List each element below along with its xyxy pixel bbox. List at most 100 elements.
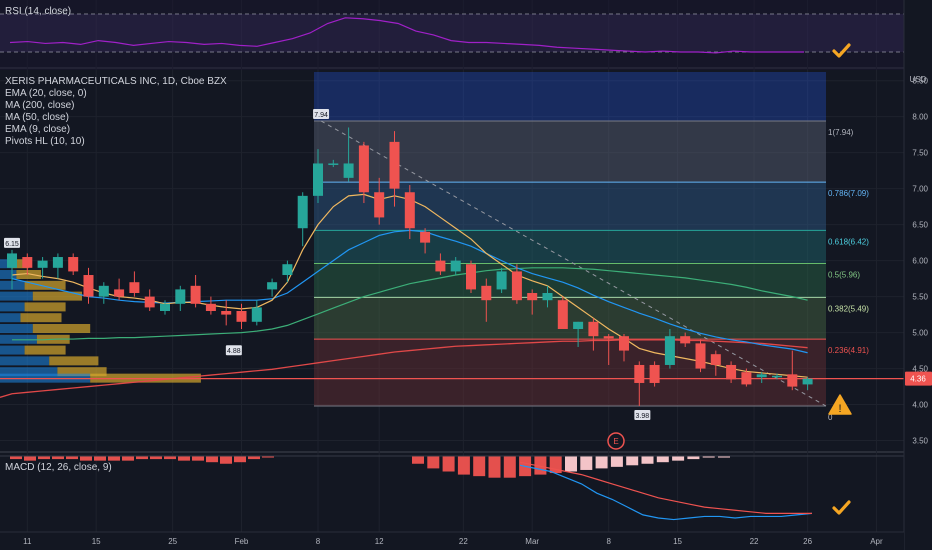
legend-symbol-title[interactable]: XERIS PHARMACEUTICALS INC, 1D, Cboe BZX xyxy=(5,76,227,87)
candle[interactable] xyxy=(664,328,675,369)
candle[interactable] xyxy=(160,300,170,315)
candle-body xyxy=(83,275,94,297)
candle[interactable] xyxy=(481,278,492,322)
candle[interactable] xyxy=(22,253,33,276)
volume-profile-up-bar xyxy=(0,313,21,323)
legend-ema20[interactable]: EMA (20, close, 0) xyxy=(5,88,87,99)
candle-body xyxy=(649,364,660,383)
candle[interactable] xyxy=(389,131,400,207)
earnings-marker[interactable] xyxy=(607,432,625,450)
candle[interactable] xyxy=(343,127,354,182)
candle[interactable] xyxy=(313,149,323,204)
macd-histogram-bar xyxy=(610,456,623,467)
candle[interactable] xyxy=(634,361,645,406)
legend-pivots[interactable]: Pivots HL (10, 10) xyxy=(5,136,85,147)
candle[interactable] xyxy=(404,185,415,240)
pivot-label: 6.15 xyxy=(5,241,19,248)
legend-ma200[interactable]: MA (200, close) xyxy=(5,100,75,111)
candle[interactable] xyxy=(420,228,431,254)
candle[interactable] xyxy=(221,300,232,326)
candle[interactable] xyxy=(358,141,369,204)
warning-icon[interactable] xyxy=(828,394,852,415)
candle[interactable] xyxy=(52,253,63,279)
macd-histogram-bar xyxy=(234,456,246,463)
candle[interactable] xyxy=(772,373,782,380)
candle[interactable] xyxy=(328,159,339,168)
time-tick-label: 12 xyxy=(375,537,384,546)
candle[interactable] xyxy=(435,253,446,276)
candle[interactable] xyxy=(374,177,385,225)
time-tick-label: Mar xyxy=(525,537,539,546)
candle-body xyxy=(22,257,33,268)
candle-body xyxy=(251,307,262,322)
candle-body xyxy=(588,321,599,337)
candle[interactable] xyxy=(205,296,216,315)
candle[interactable] xyxy=(787,350,798,391)
candle[interactable] xyxy=(83,267,94,304)
macd-histogram-bar xyxy=(150,456,162,460)
time-tick-label: Apr xyxy=(870,537,883,546)
candle[interactable] xyxy=(236,303,247,329)
candle[interactable] xyxy=(527,289,538,315)
rsi-indicator-title[interactable]: RSI (14, close) xyxy=(5,6,72,17)
candle[interactable] xyxy=(511,264,522,304)
candle[interactable] xyxy=(588,318,599,351)
candle[interactable] xyxy=(68,253,79,276)
candle[interactable] xyxy=(190,275,201,308)
candle[interactable] xyxy=(542,285,553,308)
candle[interactable] xyxy=(619,334,629,362)
price-tick-label: 8.00 xyxy=(912,113,928,122)
candle[interactable] xyxy=(251,300,262,326)
candle[interactable] xyxy=(756,372,767,383)
time-tick-label: 25 xyxy=(168,537,177,546)
price-axis-bg xyxy=(904,0,932,550)
volume-profile-down-bar xyxy=(57,367,107,377)
macd-histogram-bar xyxy=(164,456,176,460)
candle[interactable] xyxy=(297,192,308,247)
candle-body xyxy=(404,192,415,229)
macd-check-icon[interactable] xyxy=(832,500,851,515)
candle[interactable] xyxy=(573,321,584,347)
candle[interactable] xyxy=(98,282,109,304)
candle[interactable] xyxy=(129,271,140,297)
macd-signal-line xyxy=(519,461,812,514)
candle[interactable] xyxy=(695,339,706,373)
macd-indicator-title[interactable]: MACD (12, 26, close, 9) xyxy=(5,462,112,473)
candle-body xyxy=(619,336,629,351)
candle[interactable] xyxy=(144,289,155,311)
pivot-label: 3.98 xyxy=(636,413,650,420)
candle[interactable] xyxy=(496,267,507,294)
candle[interactable] xyxy=(680,332,691,347)
candle[interactable] xyxy=(603,334,614,365)
candle[interactable] xyxy=(649,361,660,387)
fib-zone-top xyxy=(314,72,826,121)
candle[interactable] xyxy=(466,260,476,294)
candle-body xyxy=(511,271,522,301)
macd-histogram-bar xyxy=(262,456,274,458)
candle[interactable] xyxy=(557,296,568,329)
candle[interactable] xyxy=(710,350,721,376)
candle[interactable] xyxy=(282,260,293,283)
candle[interactable] xyxy=(114,278,125,301)
candle[interactable] xyxy=(726,361,737,383)
last-price-badge[interactable] xyxy=(905,371,932,386)
candle[interactable] xyxy=(7,249,17,290)
fib-level-label: 0.618(6.42) xyxy=(828,237,869,246)
candle[interactable] xyxy=(37,257,48,279)
rsi-check-icon[interactable] xyxy=(832,43,851,58)
candle-body xyxy=(37,260,48,268)
candle[interactable] xyxy=(175,285,186,311)
legend-ma50[interactable]: MA (50, close) xyxy=(5,112,69,123)
candle-body xyxy=(328,163,339,165)
pivot-label: 4.88 xyxy=(227,348,241,355)
macd-histogram-bar xyxy=(427,456,440,469)
candle[interactable] xyxy=(450,257,461,276)
candle-body xyxy=(267,282,278,290)
legend-ema9[interactable]: EMA (9, close) xyxy=(5,124,71,135)
rsi-band xyxy=(0,0,932,70)
candle[interactable] xyxy=(802,377,813,391)
candle[interactable] xyxy=(741,368,752,387)
candle[interactable] xyxy=(267,278,278,297)
currency-label: USD xyxy=(910,75,927,84)
